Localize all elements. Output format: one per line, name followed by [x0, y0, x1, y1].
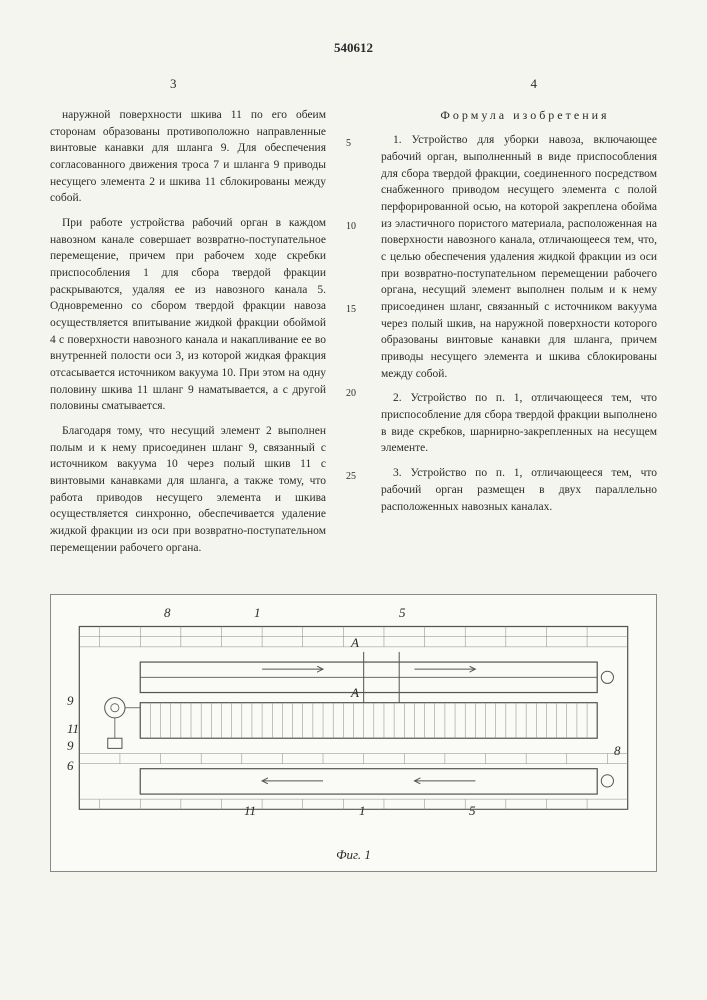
left-p3: Благодаря тому, что несущий элемент 2 вы…	[50, 423, 326, 556]
text-columns: наружной поверхности шкива 11 по его обе…	[50, 107, 657, 564]
line-numbers-gutter: 5 10 15 20 25	[346, 107, 361, 564]
page-left: 3	[170, 76, 177, 92]
line-num-20: 20	[346, 387, 361, 402]
line-num-15: 15	[346, 303, 361, 318]
callout-5-top: 5	[399, 605, 406, 621]
page-numbers: 3 4	[50, 76, 657, 92]
figure-1: 8 1 5 А А 9 11 9 6 11 1 5 8	[59, 603, 648, 843]
callout-5-bottom: 5	[469, 803, 476, 819]
callout-11-bottom: 11	[244, 803, 256, 819]
left-column: наружной поверхности шкива 11 по его обе…	[50, 107, 326, 564]
callout-A-right: А	[351, 685, 359, 701]
callout-1-bottom: 1	[359, 803, 366, 819]
figure-1-label: Фиг. 1	[59, 847, 648, 863]
right-p3: 3. Устройство по п. 1, отличающееся тем,…	[381, 465, 657, 515]
left-p1: наружной поверхности шкива 11 по его обе…	[50, 107, 326, 207]
line-num-10: 10	[346, 220, 361, 235]
callout-9b: 9	[67, 738, 74, 754]
formula-title: Формула изобретения	[381, 107, 657, 124]
callout-A-left: А	[351, 635, 359, 651]
callout-6: 6	[67, 758, 74, 774]
callout-9: 9	[67, 693, 74, 709]
callout-11: 11	[67, 721, 79, 737]
line-num-25: 25	[346, 470, 361, 485]
patent-number: 540612	[50, 40, 657, 56]
right-p2: 2. Устройство по п. 1, отличающееся тем,…	[381, 390, 657, 457]
figure-1-container: 8 1 5 А А 9 11 9 6 11 1 5 8 Фиг. 1	[50, 594, 657, 872]
right-p1: 1. Устройство для уборки навоза, включаю…	[381, 132, 657, 382]
callout-8-right: 8	[614, 743, 621, 759]
callout-8-top: 8	[164, 605, 171, 621]
line-num-5: 5	[346, 137, 361, 152]
left-p2: При работе устройства рабочий орган в ка…	[50, 215, 326, 415]
right-column: Формула изобретения 1. Устройство для уб…	[381, 107, 657, 564]
page-right: 4	[531, 76, 538, 92]
callout-1-top: 1	[254, 605, 261, 621]
